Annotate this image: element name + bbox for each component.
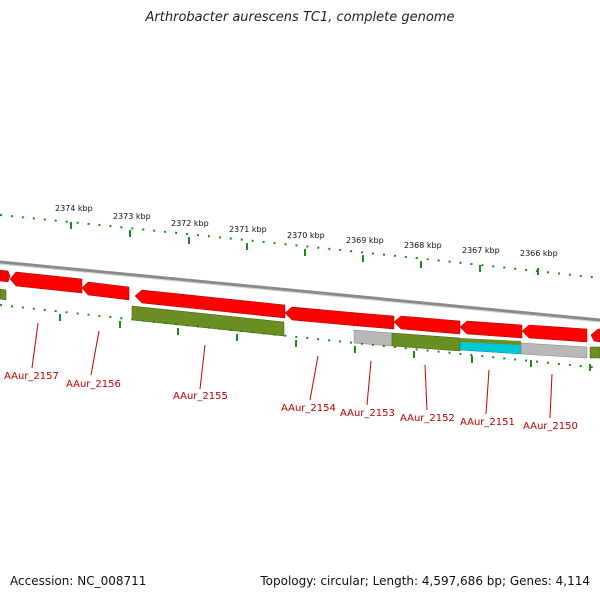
gene-block [460, 338, 521, 345]
kbp-label: 2374 kbp [55, 204, 93, 213]
gene-block [0, 288, 7, 301]
cds-arrow [9, 271, 83, 294]
gene-label: AAur_2152 [400, 413, 455, 424]
genome-backbone [0, 260, 600, 322]
inner-tick-ring [0, 304, 600, 371]
gene-label: AAur_2153 [340, 408, 395, 419]
gene-label: AAur_2151 [460, 417, 515, 428]
gene-block [589, 346, 600, 359]
cds-arrow [284, 306, 359, 327]
cds-arrow [590, 328, 600, 343]
kbp-label: 2371 kbp [229, 225, 267, 234]
gene-label: AAur_2150 [523, 421, 578, 432]
gene-block [391, 332, 461, 352]
kbp-label: 2367 kbp [462, 246, 500, 255]
kbp-label: 2366 kbp [520, 249, 558, 258]
gene-label: AAur_2157 [4, 371, 59, 382]
cds-track [0, 269, 600, 343]
gene-label-leaders [31, 322, 553, 419]
topology-text: Topology: circular; Length: 4,597,686 bp… [260, 574, 590, 588]
kbp-label: 2369 kbp [346, 236, 384, 245]
kbp-labels: 2374 kbp 2373 kbp 2372 kbp 2371 kbp 2370… [55, 204, 558, 258]
gene-label: AAur_2155 [173, 391, 228, 402]
gene-block [131, 305, 285, 337]
cds-arrow [0, 269, 11, 283]
cds-arrow [357, 312, 395, 330]
cds-arrow [81, 281, 130, 301]
outer-tick-ring [0, 214, 600, 279]
gene-label: AAur_2154 [281, 403, 336, 414]
map-title: Arthrobacter aurescens TC1, complete gen… [145, 10, 455, 25]
cds-arrow [134, 289, 286, 319]
accession-text: Accession: NC_008711 [10, 574, 147, 588]
gene-block [353, 329, 393, 347]
gene-label: AAur_2156 [66, 379, 121, 390]
cds-arrow [393, 315, 461, 335]
cds-arrow [521, 324, 588, 343]
kbp-label: 2373 kbp [113, 212, 151, 221]
gene-track [0, 288, 600, 359]
gene-block [520, 342, 588, 359]
kbp-label: 2368 kbp [404, 241, 442, 250]
cds-arrow [459, 320, 523, 339]
kbp-label: 2370 kbp [287, 231, 325, 240]
kbp-label: 2372 kbp [171, 219, 209, 228]
gene-labels: AAur_2157 AAur_2156 AAur_2155 AAur_2154 … [4, 371, 578, 432]
